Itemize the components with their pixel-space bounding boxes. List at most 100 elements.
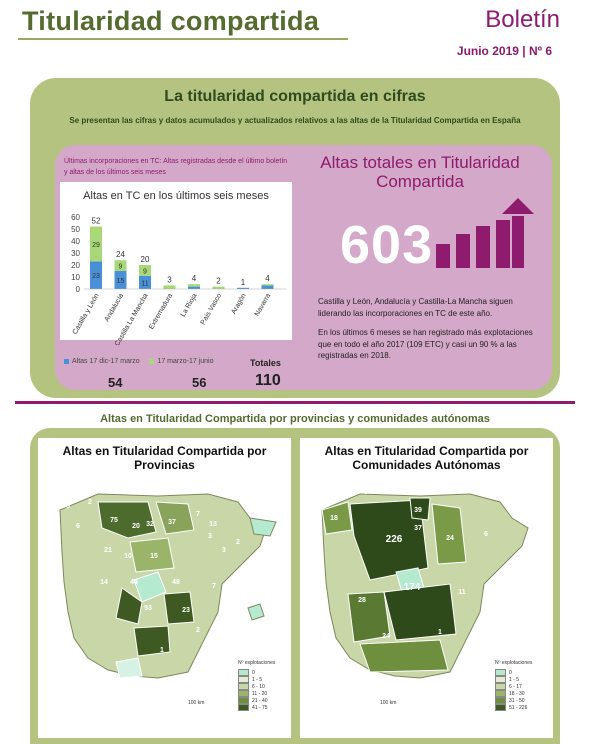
regions-legend-item: 18 - 30 — [495, 690, 527, 697]
bar-1-4 — [188, 286, 200, 289]
region-value-label: 18 — [330, 515, 338, 522]
bar-2-2 — [139, 265, 151, 276]
total-series-1: 54 — [108, 375, 123, 390]
provinces-legend-swatch — [238, 697, 249, 704]
bar-chart: 0 10 20 30 40 50 60 23 29 52 15 9 24 11 9 20 3 4 2 1 4 Cast… — [71, 213, 286, 345]
section-divider — [15, 401, 575, 404]
y-tick-label: 30 — [71, 249, 80, 258]
altas-text-2: En los últimos 6 meses se han registrado… — [318, 328, 533, 360]
panel-title: La titularidad compartida en cifras — [164, 88, 426, 105]
x-category-label: La Rioja — [180, 292, 199, 318]
region-value-label: 1 — [438, 629, 442, 636]
region-value-label: 28 — [358, 597, 366, 604]
provinces-legend-item: 1 - 5 — [238, 676, 268, 683]
province-value-label: 2 — [196, 627, 200, 634]
bar-1-7 — [261, 285, 274, 289]
altas-total-number: 603 — [340, 215, 434, 275]
provinces-legend-label: 1 - 5 — [252, 676, 263, 683]
y-tick-label: 60 — [71, 213, 80, 222]
map-regions-title: Altas en Titularidad Compartida por Comu… — [324, 444, 529, 472]
provinces-legend-item: 6 - 10 — [238, 683, 268, 690]
bar-total-label: 20 — [141, 255, 150, 264]
altas-title: Altas totales en Titularidad Compartida — [320, 153, 520, 191]
legend-series-2: 17 marzo-17 junio — [157, 358, 214, 365]
map-provinces-card: Altas en Titularidad Compartida por Prov… — [38, 438, 291, 738]
province-value-label: 13 — [209, 521, 217, 528]
province-value-label: 15 — [150, 553, 158, 560]
province-value-label: 5 — [66, 503, 70, 510]
provinces-legend-item: 41 - 75 — [238, 704, 268, 711]
provinces-legend-swatch — [238, 683, 249, 690]
bar-value-label: 11 — [141, 280, 148, 287]
bar-value-label: 15 — [117, 278, 125, 285]
regions-legend-item: 6 - 17 — [495, 683, 527, 690]
bar-total-label: 3 — [167, 275, 172, 284]
regions-legend-swatch — [495, 676, 506, 683]
region-value-label: 3 — [364, 489, 368, 496]
panel-subtitle: Se presentan las cifras y datos acumulad… — [69, 116, 521, 125]
bar-total-label: 4 — [265, 274, 270, 283]
legend-series-1: Altas 17 dic-17 marzo — [72, 358, 140, 365]
provinces-legend-label: 6 - 10 — [252, 683, 265, 690]
bar-value-label: 23 — [92, 273, 100, 280]
x-category-label: Navarra — [254, 292, 273, 317]
provinces-legend-item: 0 — [238, 669, 268, 676]
provinces-legend-swatch — [238, 669, 249, 676]
totals-label: Totales — [250, 358, 281, 368]
province-value-label: 37 — [168, 519, 176, 526]
bar-1-0 — [90, 261, 102, 289]
province-value-label: 1 — [250, 575, 254, 582]
map-regions-legend-title: Nº explotaciones — [495, 660, 533, 666]
regions-legend-label: 18 - 30 — [509, 690, 525, 697]
regions-legend-label: 0 — [509, 669, 512, 676]
provinces-legend-label: 11 - 20 — [252, 690, 268, 697]
grand-total: 110 — [255, 372, 281, 389]
region-value-label: 24 — [446, 535, 454, 542]
x-category-label: Castilla y León — [72, 292, 101, 335]
map-provinces-legend-title: Nº explotaciones — [238, 660, 276, 666]
regions-legend-item: 51 - 226 — [495, 704, 527, 711]
province-value-label: 48 — [172, 579, 180, 586]
province-value-label: 75 — [110, 517, 118, 524]
region-value-label: 11 — [458, 589, 466, 596]
bar-1-6 — [237, 287, 249, 289]
bar-total-label: 4 — [192, 274, 197, 283]
regions-map: 5 3 18 39 37 226 24 6 174 28 11 24 1 — [321, 489, 529, 679]
regions-legend-label: 51 - 226 — [509, 704, 528, 711]
regions-legend-swatch — [495, 669, 506, 676]
province-value-label: 2 — [88, 499, 92, 506]
provinces-legend-swatch — [238, 676, 249, 683]
x-category-label: Extremadura — [148, 292, 174, 330]
province-value-label: 32 — [146, 521, 154, 528]
map-provinces-title: Altas en Titularidad Compartida por Prov… — [62, 444, 267, 472]
bar-1-2 — [139, 275, 151, 289]
provinces-legend-label: 0 — [252, 669, 255, 676]
region-value-label: 6 — [484, 531, 488, 538]
regions-legend-item: 1 - 5 — [495, 676, 527, 683]
altas-text-1: Castilla y León, Andalucía y Castilla-La… — [318, 297, 513, 318]
region-value-label: 24 — [382, 633, 390, 640]
region-value-label: 226 — [386, 534, 403, 545]
total-series-2: 56 — [192, 375, 207, 390]
title-underline — [18, 38, 348, 40]
province-value-label: 1 — [160, 647, 164, 654]
bar-2-1 — [114, 260, 127, 271]
provinces-legend-swatch — [238, 690, 249, 697]
bar-2-7 — [261, 284, 274, 286]
altas-description: Castilla y León, Andalucía y Castilla-La… — [318, 296, 543, 370]
region-value-label: 37 — [414, 525, 422, 532]
bar-2-0 — [90, 226, 102, 262]
y-tick-label: 10 — [71, 273, 80, 282]
provinces-legend-swatch — [238, 704, 249, 711]
provinces-legend-label: 41 - 75 — [252, 704, 268, 711]
map-regions-scale: 100 km — [380, 700, 397, 706]
province-value-label: 7 — [196, 511, 200, 518]
region-value-label: 174 — [404, 582, 421, 593]
province-value-label: 53 — [144, 605, 152, 612]
map-provinces-scale: 100 km — [188, 700, 205, 706]
bar-total-label: 24 — [116, 250, 125, 259]
legend-swatch-2 — [149, 358, 155, 364]
